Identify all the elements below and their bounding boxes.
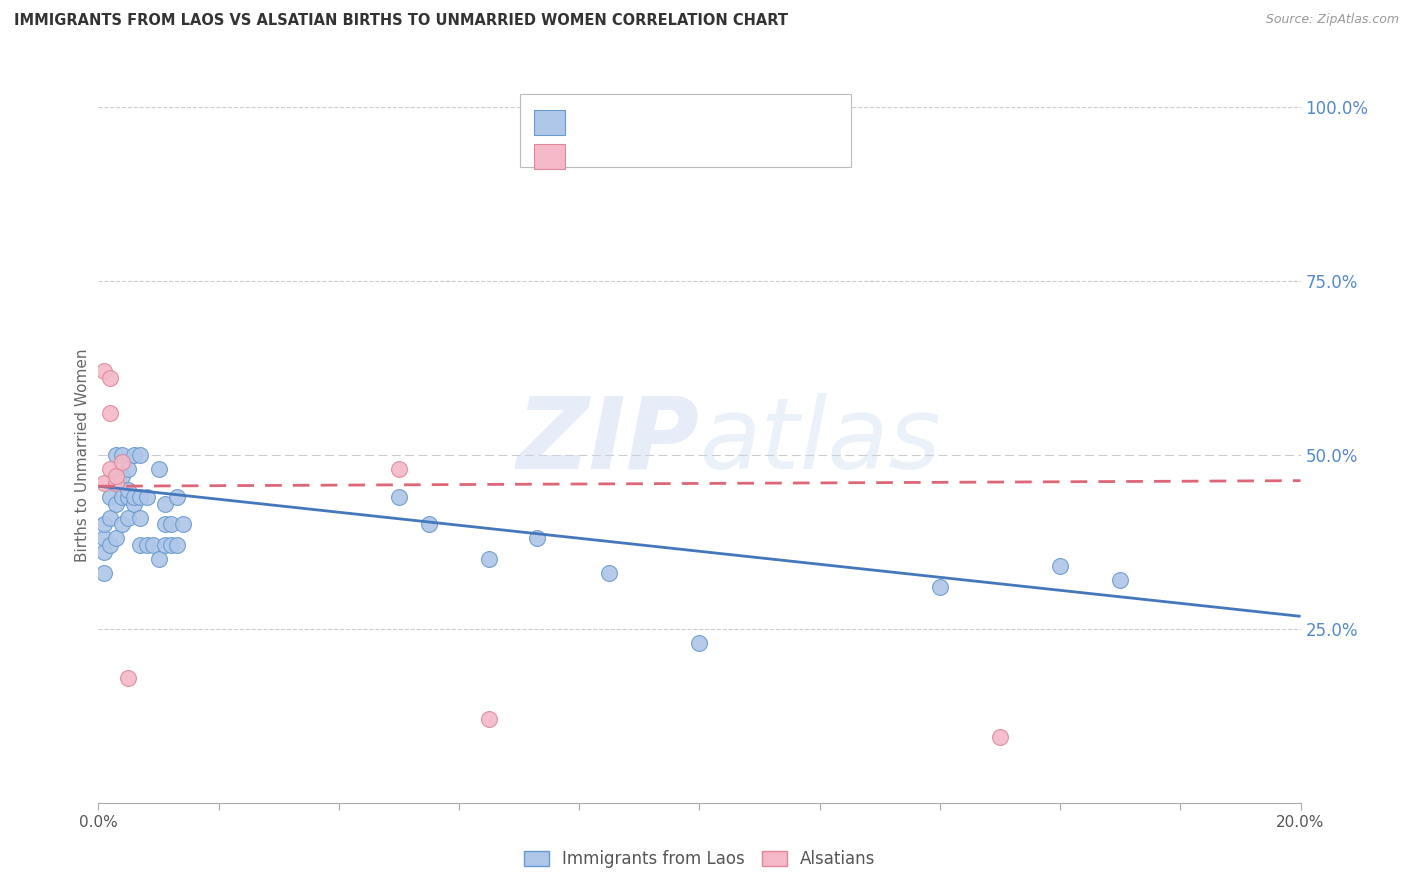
Point bbox=[105, 497, 128, 511]
Text: 0.007: 0.007 bbox=[616, 147, 668, 165]
Point bbox=[117, 483, 139, 497]
Text: N =: N = bbox=[683, 113, 731, 131]
Point bbox=[117, 490, 139, 504]
Text: IMMIGRANTS FROM LAOS VS ALSATIAN BIRTHS TO UNMARRIED WOMEN CORRELATION CHART: IMMIGRANTS FROM LAOS VS ALSATIAN BIRTHS … bbox=[14, 13, 787, 29]
Point bbox=[153, 497, 176, 511]
Point bbox=[159, 517, 181, 532]
Point bbox=[93, 517, 115, 532]
Point bbox=[129, 490, 152, 504]
Point bbox=[388, 462, 411, 476]
Point bbox=[478, 712, 501, 726]
Point bbox=[418, 517, 440, 532]
Point bbox=[141, 538, 163, 552]
Point bbox=[105, 475, 128, 490]
Point bbox=[111, 517, 134, 532]
Point bbox=[172, 517, 194, 532]
Point bbox=[93, 566, 115, 581]
Point bbox=[929, 580, 952, 594]
Point bbox=[100, 510, 122, 524]
Point bbox=[124, 497, 146, 511]
Point bbox=[105, 448, 128, 462]
Text: -0.221: -0.221 bbox=[616, 113, 675, 131]
Point bbox=[100, 538, 122, 552]
Point bbox=[1049, 559, 1071, 574]
Point bbox=[105, 475, 128, 490]
Point bbox=[129, 510, 152, 524]
Point bbox=[124, 490, 146, 504]
Point bbox=[526, 532, 548, 546]
Point bbox=[117, 671, 139, 685]
Point bbox=[988, 730, 1011, 744]
Y-axis label: Births to Unmarried Women: Births to Unmarried Women bbox=[75, 348, 90, 562]
Point bbox=[388, 490, 411, 504]
Point bbox=[135, 538, 157, 552]
Point bbox=[105, 532, 128, 546]
Point bbox=[124, 448, 146, 462]
Point bbox=[111, 448, 134, 462]
Point bbox=[598, 566, 620, 581]
Text: N =: N = bbox=[683, 147, 731, 165]
Point bbox=[129, 448, 152, 462]
Text: atlas: atlas bbox=[700, 392, 941, 490]
Point bbox=[111, 490, 134, 504]
Point bbox=[111, 455, 134, 469]
Point bbox=[689, 636, 711, 650]
Point bbox=[105, 468, 128, 483]
Point bbox=[100, 371, 122, 385]
Point bbox=[148, 462, 170, 476]
Legend: Immigrants from Laos, Alsatians: Immigrants from Laos, Alsatians bbox=[517, 843, 882, 874]
Text: R =: R = bbox=[576, 113, 613, 131]
Point bbox=[93, 475, 115, 490]
Point bbox=[148, 552, 170, 566]
Point bbox=[93, 532, 115, 546]
Point bbox=[166, 490, 188, 504]
Point bbox=[100, 490, 122, 504]
Point bbox=[153, 517, 176, 532]
Text: 12: 12 bbox=[724, 147, 747, 165]
Text: R =: R = bbox=[576, 147, 613, 165]
Text: ZIP: ZIP bbox=[516, 392, 700, 490]
Point bbox=[166, 538, 188, 552]
Point bbox=[135, 490, 157, 504]
Point bbox=[153, 538, 176, 552]
Point bbox=[117, 510, 139, 524]
Text: Source: ZipAtlas.com: Source: ZipAtlas.com bbox=[1265, 13, 1399, 27]
Point bbox=[117, 462, 139, 476]
Point bbox=[93, 364, 115, 378]
Point bbox=[100, 406, 122, 420]
Point bbox=[1109, 573, 1132, 587]
Point bbox=[478, 552, 501, 566]
Point bbox=[111, 468, 134, 483]
Point bbox=[93, 545, 115, 559]
Point bbox=[159, 538, 181, 552]
Point bbox=[100, 462, 122, 476]
Point bbox=[129, 538, 152, 552]
Text: 48: 48 bbox=[724, 113, 747, 131]
